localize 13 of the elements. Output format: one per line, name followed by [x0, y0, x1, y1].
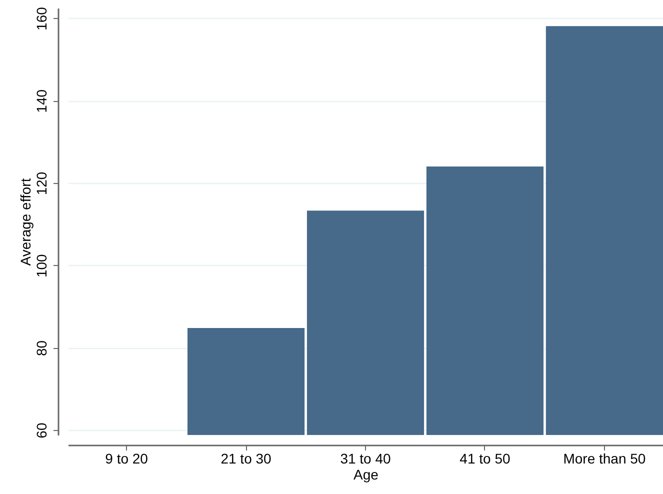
- x-tick-label: 31 to 40: [340, 450, 392, 466]
- x-tick-label: More than 50: [563, 450, 646, 466]
- y-axis-title: Average effort: [18, 178, 34, 266]
- y-tick-label: 100: [34, 254, 50, 278]
- y-tick-label: 120: [34, 172, 50, 196]
- x-tick-label: 41 to 50: [460, 450, 510, 466]
- x-tick-label: 9 to 20: [105, 450, 148, 466]
- y-tick-label: 60: [34, 422, 50, 438]
- y-tick-label: 80: [34, 340, 50, 356]
- x-tick-label: 21 to 30: [220, 450, 272, 466]
- y-tick-label: 140: [34, 89, 50, 113]
- x-axis-title: Age: [354, 466, 379, 482]
- y-tick-label: 160: [34, 6, 50, 30]
